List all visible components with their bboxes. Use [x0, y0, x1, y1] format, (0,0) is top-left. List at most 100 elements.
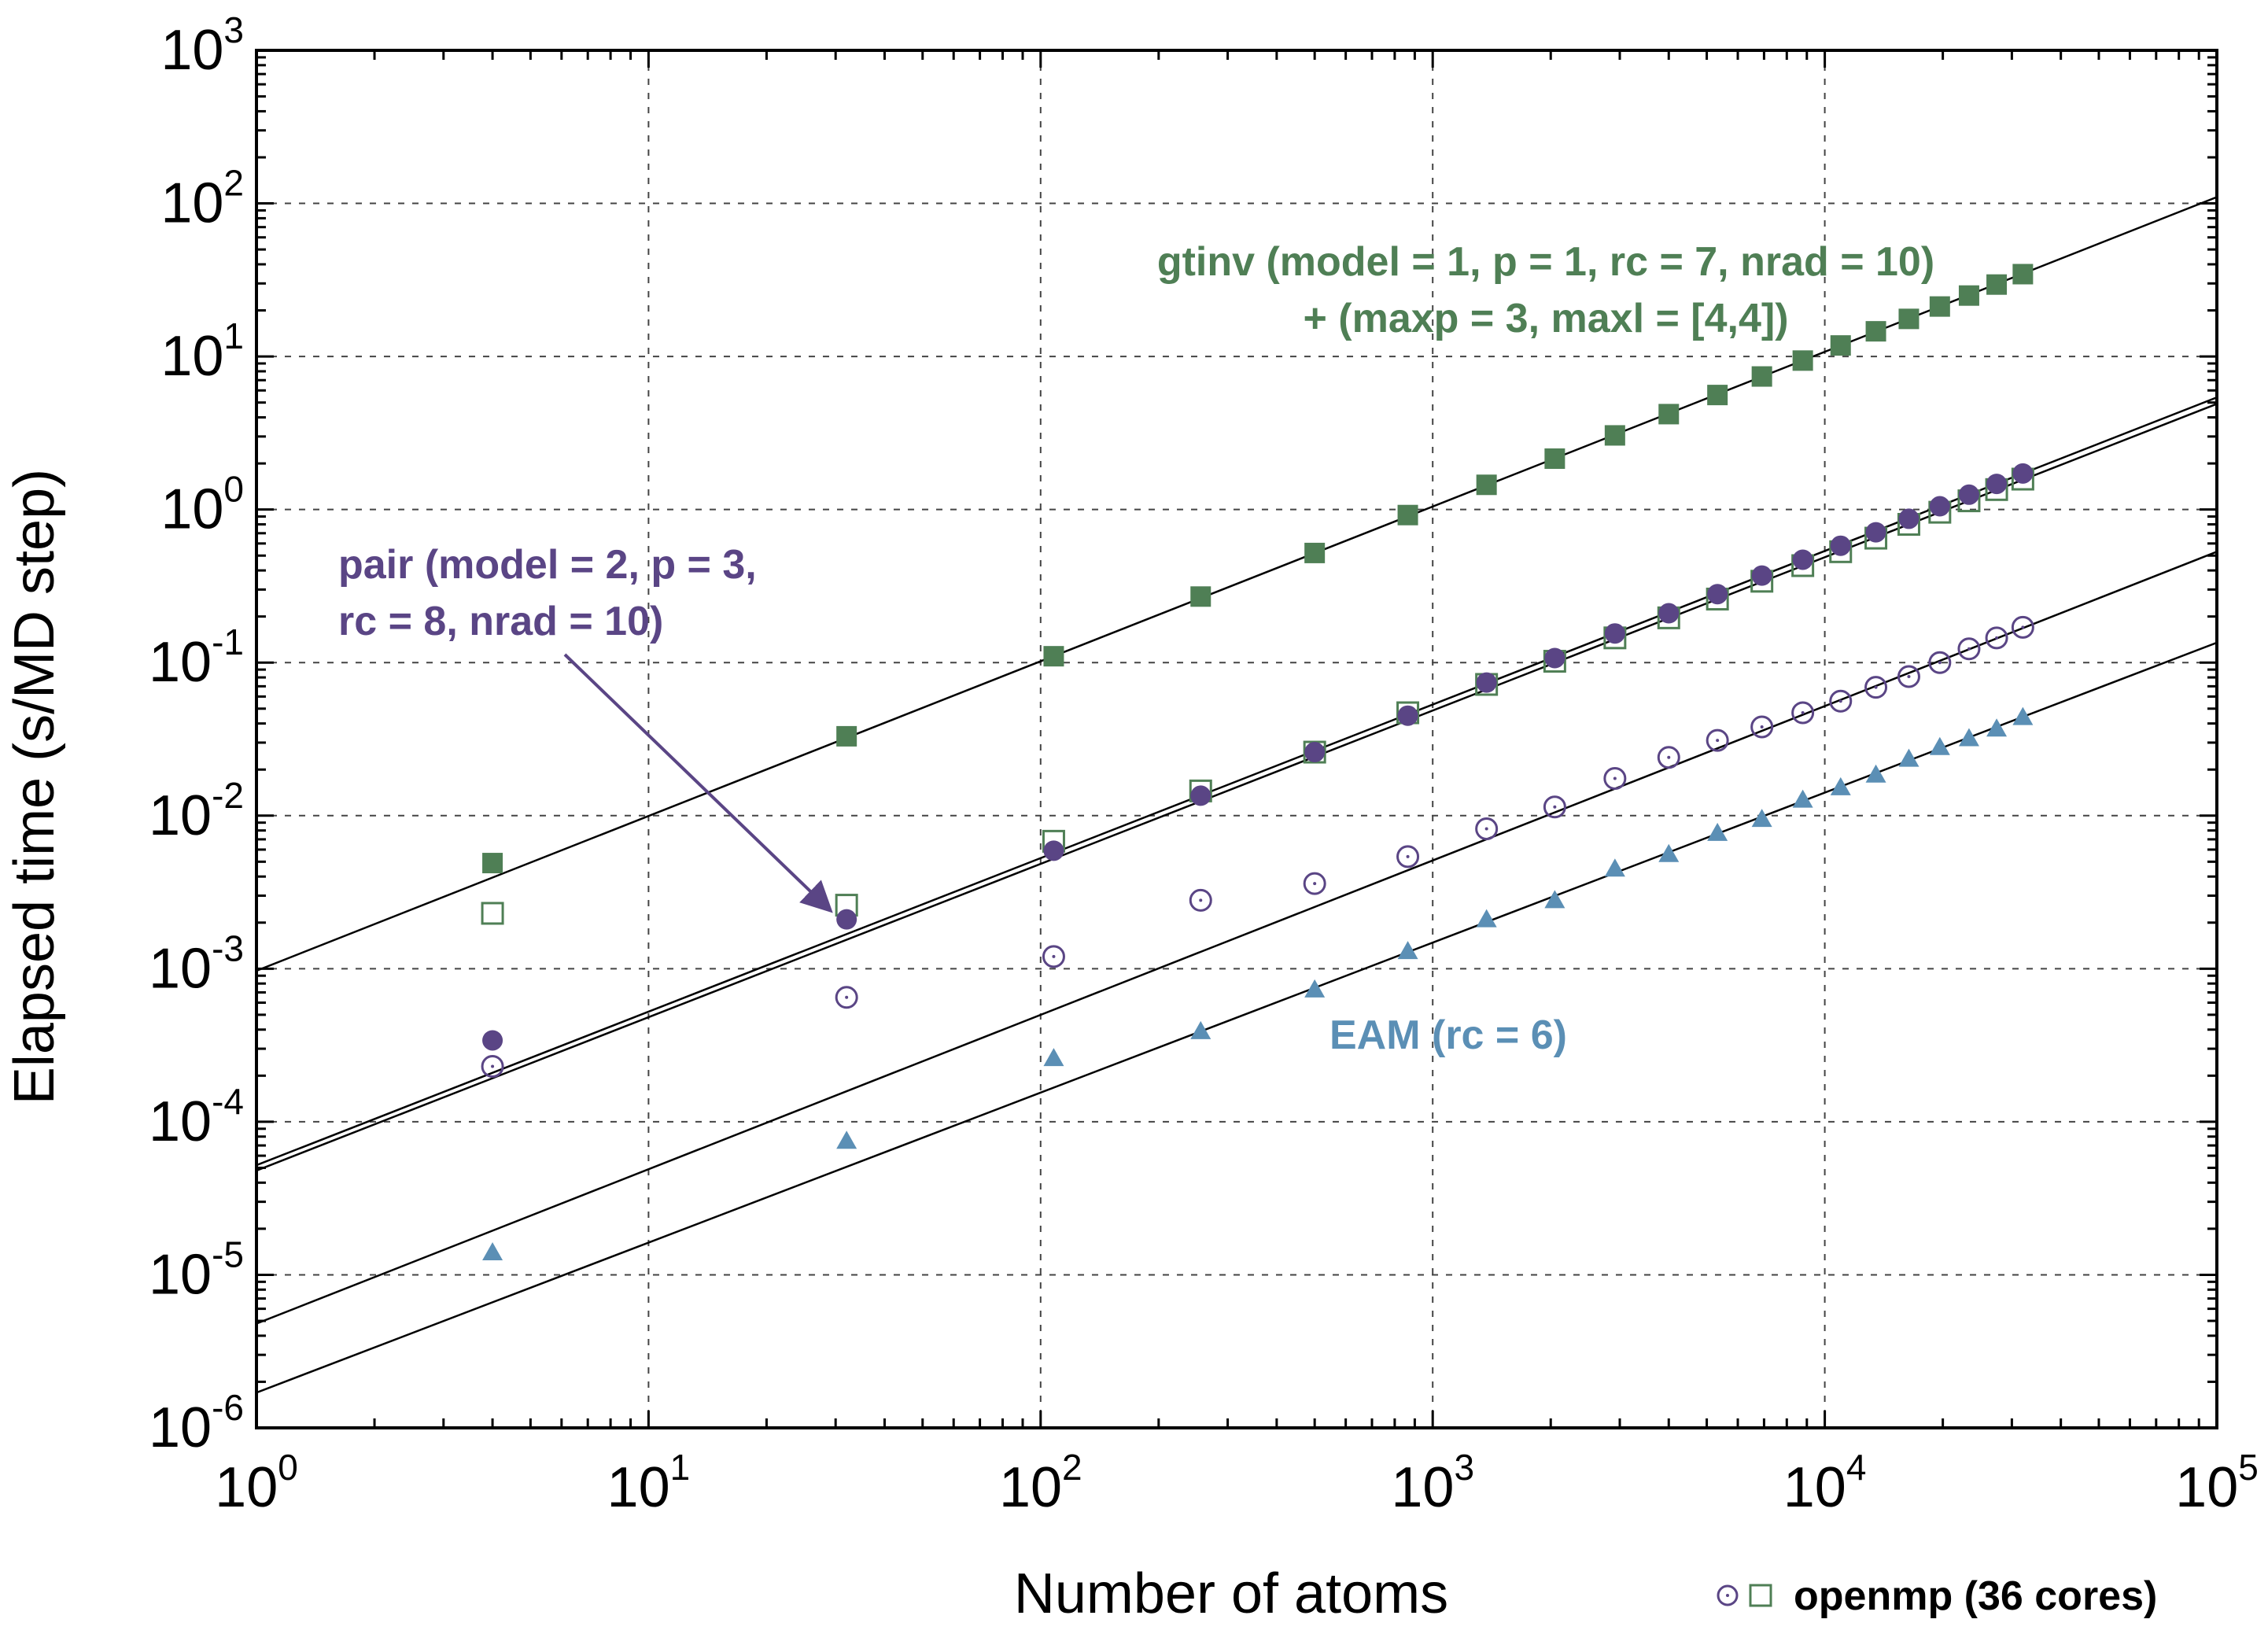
y-tick-label: 103: [160, 9, 244, 82]
pair-openmp-point: [1957, 637, 1981, 661]
gtinv-annotation-line-2: + (maxp = 3, maxl = [4,4]): [1303, 296, 1788, 341]
eam-point: [1751, 809, 1772, 828]
pair-openmp-point-dot: [1874, 685, 1878, 689]
legend-square-marker: [1749, 1584, 1772, 1607]
y-tick-label: 102: [160, 163, 244, 235]
pair-serial-point: [1476, 672, 1497, 693]
gtinv-serial-point: [482, 853, 503, 874]
minor-ticks: [256, 50, 2217, 1428]
pair-openmp-point-dot: [1938, 661, 1942, 665]
gtinv-serial-point: [1043, 646, 1064, 667]
fit-eam-line: [256, 641, 2217, 1394]
gtinv-serial-point: [1304, 542, 1326, 563]
gtinv-serial-point: [1476, 474, 1497, 496]
pair-serial-point: [1707, 584, 1728, 605]
pair-serial-point: [1865, 522, 1886, 543]
x-tick-label: 101: [607, 1447, 691, 1519]
pair-annotation-line-2: rc = 8, nrad = 10): [338, 599, 663, 644]
pair-serial-point: [1792, 549, 1813, 570]
pair-serial-point: [1929, 496, 1950, 517]
pair-serial-point: [2012, 463, 2034, 484]
eam-point: [1476, 909, 1497, 928]
pair-openmp-point-dot: [1199, 898, 1203, 902]
gtinv-serial-point: [836, 725, 857, 747]
gtinv-serial-point: [1792, 350, 1813, 371]
eam-point: [1707, 822, 1728, 841]
pair-openmp-point-dot: [1995, 636, 1999, 640]
y-tick-label: 10-2: [149, 775, 244, 847]
pair-openmp-point: [835, 986, 858, 1009]
pair-openmp-point-dot: [845, 995, 849, 999]
pair-openmp-point-dot: [491, 1064, 495, 1068]
gtinv-serial-point: [1397, 504, 1418, 526]
eam-point: [1397, 941, 1418, 960]
gtinv-serial-point: [1190, 586, 1211, 607]
y-tick-label: 100: [160, 469, 244, 541]
y-tick-label: 10-3: [149, 928, 244, 1000]
pair-annotation-line-1: pair (model = 2, p = 3,: [338, 542, 757, 588]
gtinv-serial-point: [1830, 335, 1851, 356]
pair-serial-point: [1658, 603, 1680, 624]
pair-openmp-point-dot: [1967, 647, 1971, 651]
pair-serial-point: [1604, 623, 1625, 644]
pair-serial-point: [1958, 484, 1979, 505]
eam-point: [1986, 718, 2008, 737]
eam-point: [2012, 706, 2034, 725]
pair-openmp-point: [1303, 872, 1326, 895]
data-points: [481, 264, 2034, 1261]
gtinv-serial-point: [1544, 448, 1565, 469]
annotations: gtinv (model = 1, p = 1, rc = 7, nrad = …: [338, 239, 1934, 1058]
x-tick-label: 100: [215, 1447, 298, 1519]
pair-openmp-point-dot: [1667, 755, 1671, 759]
pair-serial-point: [1397, 705, 1418, 726]
pair-openmp-point: [1750, 715, 1774, 739]
pair-openmp-point-dot: [1801, 711, 1805, 715]
grid: [256, 50, 2217, 1428]
pair-openmp-point-dot: [1907, 675, 1911, 679]
gtinv-annotation-line-1: gtinv (model = 1, p = 1, rc = 7, nrad = …: [1157, 239, 1934, 285]
gtinv-serial-point: [1751, 366, 1772, 387]
x-tick-label: 104: [1783, 1447, 1867, 1519]
pair-openmp-point: [1791, 701, 1815, 725]
pair-openmp-point: [1603, 766, 1627, 790]
legend-label: openmp (36 cores): [1794, 1573, 2157, 1619]
pair-serial-point: [836, 909, 857, 930]
plot-frame: [255, 49, 2218, 1429]
fit-gtinv-line: [256, 196, 2217, 972]
y-tick-label: 101: [160, 315, 244, 388]
eam-point: [1304, 979, 1326, 998]
pair-openmp-point-dot: [1313, 882, 1317, 886]
pair-serial-point: [1986, 474, 2008, 495]
x-tick-label: 102: [999, 1447, 1082, 1519]
pair-openmp-point: [1829, 689, 1853, 713]
gtinv-serial-point: [1658, 404, 1680, 425]
pair-openmp-point-dot: [1553, 805, 1557, 809]
pair-serial-point: [1544, 647, 1565, 669]
pair-openmp-point: [1897, 665, 1920, 688]
x-tick-labels: 100 101 102 103 104 105: [215, 1447, 2259, 1519]
pair-openmp-point: [481, 1055, 504, 1079]
legend-circle-marker: [1717, 1584, 1739, 1606]
pair-openmp-point: [1657, 746, 1680, 769]
gtinv-serial-point: [2012, 264, 2034, 285]
fit-gtinv-openmp-line: [256, 403, 2217, 1172]
y-tick-label: 10-4: [149, 1081, 244, 1153]
y-axis-label: Elapsed time (s/MD step): [3, 469, 66, 1105]
pair-openmp-point: [1396, 845, 1420, 869]
x-axis-label: Number of atoms: [1014, 1562, 1448, 1625]
eam-annotation: EAM (rc = 6): [1329, 1012, 1567, 1058]
pair-openmp-point-dot: [1760, 725, 1764, 728]
pair-openmp-point: [1985, 626, 2008, 650]
pair-openmp-point-dot: [1716, 739, 1720, 743]
y-tick-label: 10-5: [149, 1234, 244, 1306]
eam-point: [1830, 776, 1851, 795]
pair-openmp-point: [1706, 728, 1729, 752]
eam-point: [1043, 1048, 1064, 1067]
gtinv-serial-point: [1604, 425, 1625, 446]
gtinv-serial-point: [1958, 285, 1979, 306]
eam-point: [836, 1130, 857, 1149]
pair-openmp-point: [1042, 945, 1065, 968]
pair-serial-point: [1190, 785, 1211, 806]
fit-pair-serial-line: [256, 396, 2217, 1167]
x-tick-label: 105: [2175, 1447, 2259, 1519]
